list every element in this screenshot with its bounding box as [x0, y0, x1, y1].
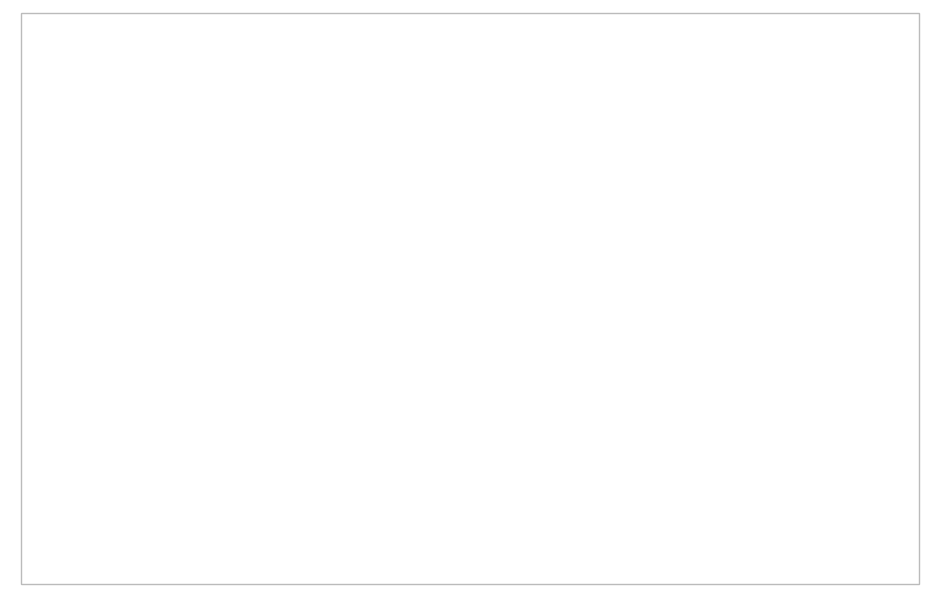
Text: $\frac{t^2}{6} - \frac{t}{5} + \frac{7}{4} + \frac{17}{60\, t^4}$: $\frac{t^2}{6} - \frac{t}{5} + \frac{7}{…	[164, 269, 358, 316]
Text: Find the solution of the given initial value problem.: Find the solution of the given initial v…	[31, 77, 557, 96]
Text: $ty' + 4y = t^2 - t + 7, \ \ y(1) = 2, \ t > 0$: $ty' + 4y = t^2 - t + 7, \ \ y(1) = 2, \…	[160, 156, 525, 184]
Text: ✓: ✓	[564, 272, 599, 313]
Text: $y = $: $y = $	[39, 282, 76, 303]
FancyBboxPatch shape	[75, 224, 489, 364]
